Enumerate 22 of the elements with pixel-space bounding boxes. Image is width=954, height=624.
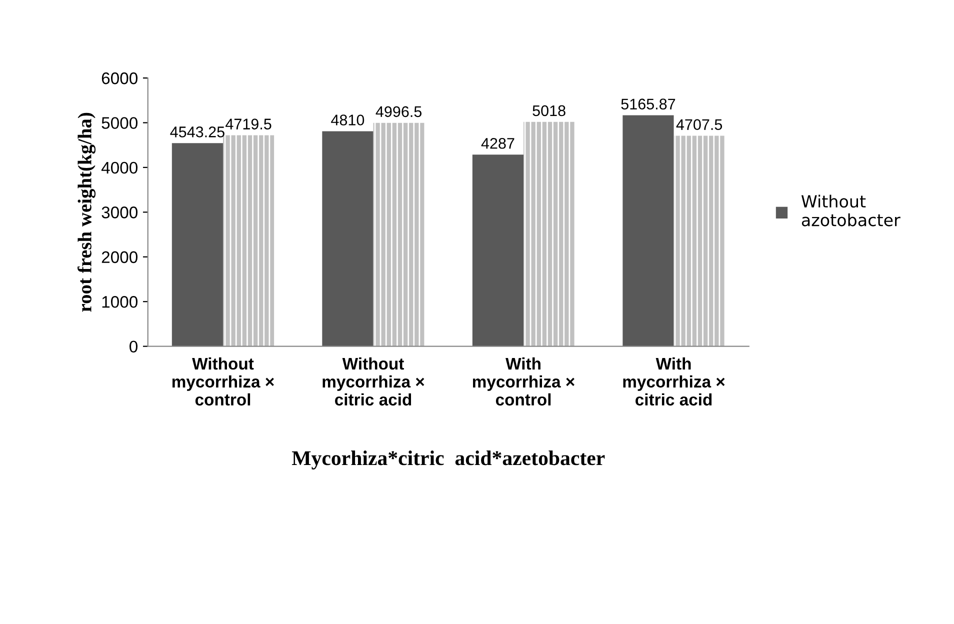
y-tick-label: 4000 xyxy=(101,162,138,174)
y-tick-label: 6000 xyxy=(102,72,138,84)
y-tick-label: 3000 xyxy=(102,206,138,218)
x-tick-label: Without mycorrhiza × citric acid xyxy=(322,357,424,406)
y-tick-label: 1000 xyxy=(102,296,138,308)
data-label: 4287 xyxy=(481,138,514,149)
data-label: 4543.25 xyxy=(170,126,224,138)
y-tick-label: 0 xyxy=(130,340,138,353)
y-axis-title: root fresh weight(kg/ha) xyxy=(78,112,96,312)
x-axis-title: Mycorhiza*citric acid*azetobacter xyxy=(292,450,605,470)
y-tick-label: 5000 xyxy=(102,117,138,129)
data-label: 4707.5 xyxy=(676,119,722,130)
y-tick-label: 2000 xyxy=(102,251,138,264)
data-label: 5018 xyxy=(532,105,566,116)
data-label: 5165.87 xyxy=(621,98,676,110)
x-tick-label: With mycorrhiza × control xyxy=(472,357,574,406)
legend-label: Without azotobacter xyxy=(801,194,900,226)
x-tick-label: With mycorrhiza × citric acid xyxy=(623,357,725,406)
data-label: 4810 xyxy=(331,114,364,126)
x-tick-label: Without mycorrhiza × control xyxy=(172,357,274,406)
data-label: 4996.5 xyxy=(376,106,422,118)
data-label: 4719.5 xyxy=(226,118,272,130)
